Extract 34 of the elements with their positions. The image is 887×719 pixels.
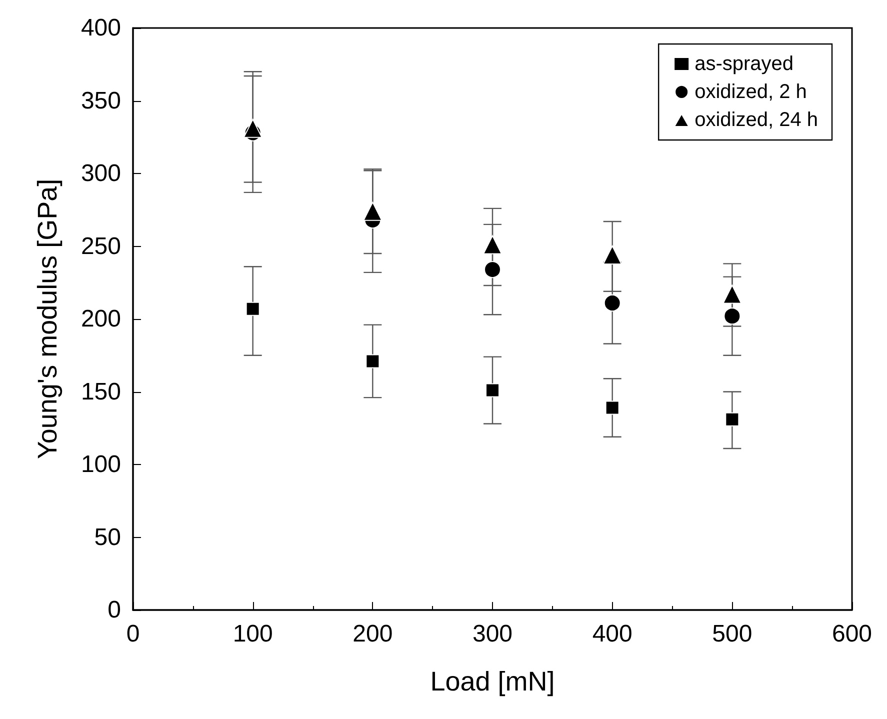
legend-label: oxidized, 24 h: [694, 109, 818, 131]
y-tick-label: 350: [80, 87, 121, 114]
x-axis-title: Load [mN]: [430, 666, 555, 696]
legend-label: as-sprayed: [694, 53, 794, 75]
x-tick-label: 100: [232, 620, 273, 648]
point: [363, 202, 382, 221]
y-tick-label: 400: [80, 14, 121, 42]
point: [243, 118, 262, 138]
point: [483, 235, 502, 254]
y-tick-label: 200: [80, 306, 121, 332]
x-tick-label: 600: [832, 620, 872, 648]
y-tick-label: 100: [80, 451, 121, 478]
point: [484, 261, 501, 278]
point: [486, 383, 500, 398]
x-tick-label: 500: [712, 620, 752, 648]
point: [366, 354, 380, 368]
point: [724, 308, 741, 325]
y-axis-title: Young's modulus [GPa]: [32, 178, 62, 460]
y-tick-label: 150: [80, 378, 121, 406]
point: [246, 302, 260, 316]
legend-label: oxidized, 2 h: [694, 81, 807, 103]
point: [725, 412, 740, 426]
x-tick-label: 300: [472, 620, 513, 648]
point: [605, 400, 620, 415]
y-tick-label: 250: [80, 232, 121, 260]
y-tick-label: 0: [108, 596, 121, 624]
point: [602, 245, 622, 264]
y-tick-label: 300: [80, 160, 121, 187]
y-tick-label: 50: [94, 524, 121, 551]
x-tick-label: 400: [592, 620, 632, 648]
point: [722, 284, 742, 304]
x-tick-label: 0: [126, 620, 140, 648]
point: [604, 294, 621, 312]
x-tick-label: 200: [352, 620, 393, 648]
